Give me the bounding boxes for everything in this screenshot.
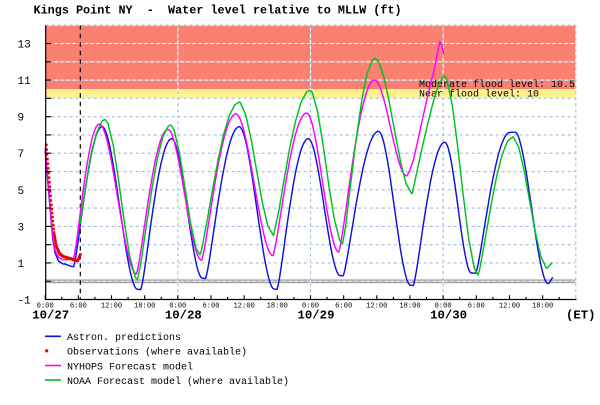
svg-text:6:00: 6:00 bbox=[70, 303, 87, 311]
svg-text:(ET): (ET) bbox=[566, 309, 596, 323]
svg-text:10/28: 10/28 bbox=[165, 309, 202, 323]
svg-text:18:00: 18:00 bbox=[399, 303, 420, 311]
svg-text:12:00: 12:00 bbox=[101, 303, 122, 311]
svg-text:6:00: 6:00 bbox=[468, 303, 485, 311]
svg-text:13: 13 bbox=[18, 40, 31, 52]
svg-text:10/29: 10/29 bbox=[298, 309, 335, 323]
svg-text:12:00: 12:00 bbox=[234, 303, 255, 311]
svg-text:Kings Point NY - Water level: Kings Point NY - Water level relative to… bbox=[34, 4, 402, 18]
svg-text:18:00: 18:00 bbox=[267, 303, 288, 311]
svg-text:18:00: 18:00 bbox=[532, 303, 553, 311]
svg-text:5: 5 bbox=[18, 186, 25, 198]
svg-text:12:00: 12:00 bbox=[366, 303, 387, 311]
svg-text:0:00: 0:00 bbox=[435, 303, 452, 311]
svg-text:3: 3 bbox=[18, 222, 25, 234]
svg-text:6:00: 6:00 bbox=[202, 303, 219, 311]
svg-text:-1: -1 bbox=[18, 296, 32, 308]
svg-text:Astron. predictions: Astron. predictions bbox=[67, 332, 181, 344]
svg-text:1: 1 bbox=[18, 259, 25, 271]
svg-text:10/30: 10/30 bbox=[430, 309, 467, 323]
svg-text:NOAA Forecast model (where ava: NOAA Forecast model (where available) bbox=[67, 376, 289, 388]
svg-text:18:00: 18:00 bbox=[134, 303, 155, 311]
svg-text:11: 11 bbox=[18, 76, 32, 88]
svg-text:NYHOPS Forecast model: NYHOPS Forecast model bbox=[67, 361, 193, 373]
svg-text:0:00: 0:00 bbox=[169, 303, 186, 311]
svg-text:Moderate flood level: 10.5: Moderate flood level: 10.5 bbox=[419, 79, 575, 91]
svg-text:10/27: 10/27 bbox=[32, 309, 69, 323]
svg-text:9: 9 bbox=[18, 113, 25, 125]
svg-text:7: 7 bbox=[18, 149, 25, 161]
svg-text:Observations (where available): Observations (where available) bbox=[67, 347, 247, 359]
svg-text:0:00: 0:00 bbox=[302, 303, 319, 311]
svg-text:0:00: 0:00 bbox=[37, 303, 54, 311]
svg-text:6:00: 6:00 bbox=[335, 303, 352, 311]
svg-text:12:00: 12:00 bbox=[499, 303, 520, 311]
